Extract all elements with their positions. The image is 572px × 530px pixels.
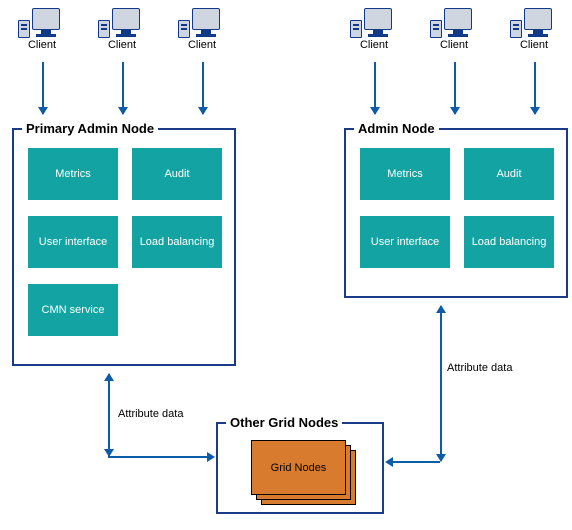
- edge-label: Attribute data: [118, 408, 183, 420]
- service-box: Metrics: [360, 148, 450, 200]
- other-grid-nodes: Other Grid Nodes Grid Nodes: [216, 422, 384, 514]
- primary-admin-node: Primary Admin Node Metrics Audit User in…: [12, 128, 236, 366]
- admin-node-diagram: Client Client Client Client Client Clien…: [0, 0, 572, 530]
- bidirectional-arrow-icon: [440, 306, 442, 461]
- client-icon: Client: [424, 8, 484, 51]
- client-icon: Client: [344, 8, 404, 51]
- admin-node: Admin Node Metrics Audit User interface …: [344, 128, 568, 298]
- arrow-down-icon: [42, 62, 44, 114]
- service-box: Metrics: [28, 148, 118, 200]
- client-label: Client: [172, 39, 232, 51]
- client-label: Client: [92, 39, 152, 51]
- arrow-down-icon: [122, 62, 124, 114]
- connector-line: [392, 461, 440, 463]
- arrow-down-icon: [374, 62, 376, 114]
- client-label: Client: [344, 39, 404, 51]
- service-box: CMN service: [28, 284, 118, 336]
- client-icon: Client: [12, 8, 72, 51]
- service-box: Load balancing: [132, 216, 222, 268]
- client-label: Client: [12, 39, 72, 51]
- arrow-down-icon: [454, 62, 456, 114]
- client-icon: Client: [504, 8, 564, 51]
- node-title: Primary Admin Node: [22, 121, 158, 136]
- service-box: User interface: [360, 216, 450, 268]
- service-box: Audit: [132, 148, 222, 200]
- arrow-down-icon: [202, 62, 204, 114]
- edge-label: Attribute data: [447, 362, 512, 374]
- client-icon: Client: [92, 8, 152, 51]
- service-box: User interface: [28, 216, 118, 268]
- connector-line: [108, 456, 208, 458]
- node-title: Admin Node: [354, 121, 439, 136]
- node-title: Other Grid Nodes: [226, 415, 342, 430]
- service-box: Load balancing: [464, 216, 554, 268]
- grid-node-label: Grid Nodes: [251, 440, 346, 495]
- service-box: Audit: [464, 148, 554, 200]
- client-label: Client: [424, 39, 484, 51]
- arrow-down-icon: [534, 62, 536, 114]
- bidirectional-arrow-icon: [108, 374, 110, 456]
- client-label: Client: [504, 39, 564, 51]
- client-icon: Client: [172, 8, 232, 51]
